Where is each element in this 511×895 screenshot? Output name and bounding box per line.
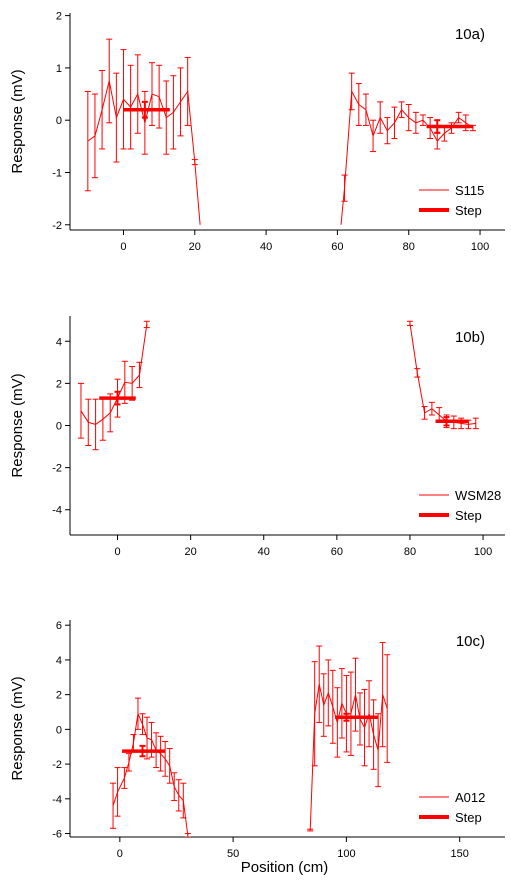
panel-2-y-axis-title: Response (mV) bbox=[9, 373, 26, 477]
panel-1-x-tick-label: 20 bbox=[189, 241, 201, 253]
panel-2-x-tick-label: 40 bbox=[258, 546, 270, 558]
panel-2-y-tick-label: 2 bbox=[56, 378, 62, 390]
panel-1-plot-area bbox=[84, 38, 476, 225]
panel-3-y-tick-label: 0 bbox=[56, 724, 62, 736]
panel-3-y-tick-label: -6 bbox=[52, 829, 62, 841]
panel-1-y-tick-label: 0 bbox=[56, 115, 62, 127]
panel-1-y-tick-label: 2 bbox=[56, 11, 62, 23]
panel-2-y-tick-label: -4 bbox=[52, 505, 62, 517]
panel-3-y-tick-label: -2 bbox=[52, 759, 62, 771]
panel-1-y-axis-title: Response (mV) bbox=[9, 69, 26, 173]
panel-3-legend-label-data: A012 bbox=[455, 790, 485, 805]
panel-2-panel-label: 10b) bbox=[455, 329, 485, 346]
panel-1-x-tick-label: 60 bbox=[331, 241, 343, 253]
panel-1-x-tick-label: 40 bbox=[260, 241, 272, 253]
panel-1-y-tick-label: 1 bbox=[56, 63, 62, 75]
panel-3-plot-area bbox=[110, 642, 391, 837]
panel-3-x-axis-title: Position (cm) bbox=[241, 859, 329, 876]
panel-2-x-tick-label: 60 bbox=[331, 546, 343, 558]
panel-3-y-tick-label: 6 bbox=[56, 620, 62, 632]
panel-3-x-tick-label: 0 bbox=[117, 848, 123, 860]
panel-2-x-tick-label: 20 bbox=[185, 546, 197, 558]
panel-2-legend-label-data: WSM28 bbox=[455, 488, 501, 503]
panel-3-x-tick-label: 100 bbox=[337, 848, 355, 860]
panel-1-x-tick-label: 100 bbox=[471, 241, 489, 253]
panel-1-legend-label-step: Step bbox=[455, 203, 482, 218]
panel-3-group: -6 -4 -2 0 2 4 6 0 50 100 150 Response (mV) Position… bbox=[9, 620, 505, 876]
panel-1-series-line-1 bbox=[87, 80, 201, 225]
panel-1-legend-label-data: S115 bbox=[455, 183, 484, 198]
panel-3-x-tick-label: 50 bbox=[227, 848, 239, 860]
panel-2-legend-label-step: Step bbox=[455, 508, 482, 523]
panel-1-panel-label: 10a) bbox=[455, 26, 485, 43]
panel-2-y-tick-label: 0 bbox=[56, 421, 62, 433]
panel-2-plot-area bbox=[77, 320, 479, 451]
panel-1-x-tick-label: 80 bbox=[403, 241, 415, 253]
panel-3-y-tick-label: 2 bbox=[56, 690, 62, 702]
panel-3-y-axis-title: Response (mV) bbox=[9, 676, 26, 780]
panel-1-x-tick-label: 0 bbox=[120, 241, 126, 253]
panel-2-series-line-2 bbox=[409, 323, 476, 425]
panel-1-y-tick-label: -1 bbox=[52, 167, 62, 179]
panel-3-series-line-1 bbox=[112, 711, 189, 836]
panel-3-y-tick-label: 4 bbox=[56, 655, 62, 667]
panel-3-y-tick-label: -4 bbox=[52, 794, 62, 806]
panel-2-series-line-1 bbox=[80, 324, 148, 425]
panel-2-x-tick-label: 0 bbox=[114, 546, 120, 558]
panel-2-y-tick-label: -2 bbox=[52, 463, 62, 475]
panel-3-x-tick-label: 150 bbox=[451, 848, 469, 860]
panel-2-y-tick-label: 4 bbox=[56, 336, 62, 348]
panel-3-series-line-2 bbox=[309, 684, 388, 831]
panel-3-legend-label-step: Step bbox=[455, 810, 482, 825]
panel-1-y-tick-label: -2 bbox=[52, 220, 62, 232]
panel-2-x-tick-label: 80 bbox=[404, 546, 416, 558]
panel-1-series-line-2 bbox=[340, 89, 474, 225]
panel-2-x-tick-label: 100 bbox=[474, 546, 492, 558]
panel-3-panel-label: 10c) bbox=[456, 633, 485, 650]
